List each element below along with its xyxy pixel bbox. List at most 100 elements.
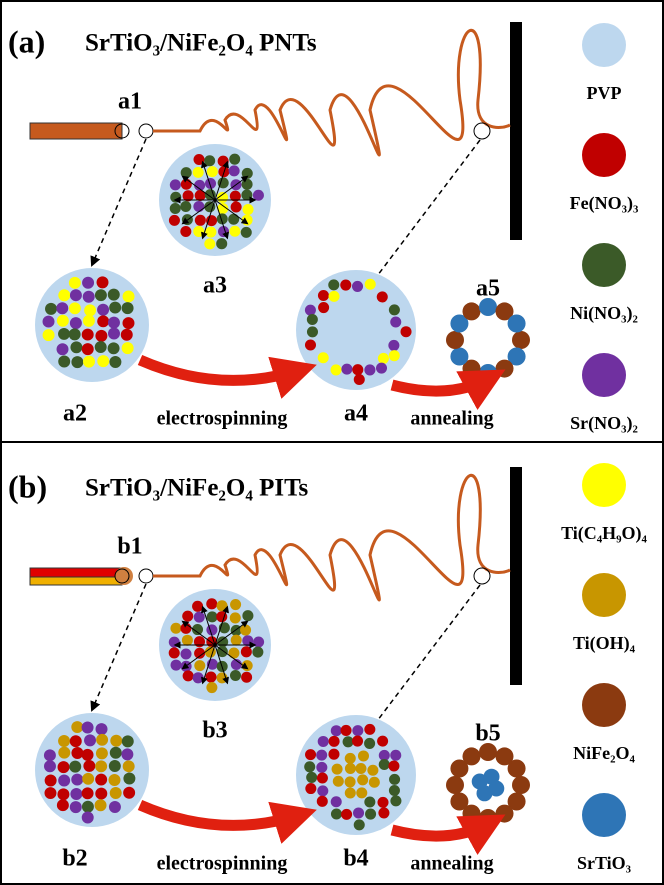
figure: PVPFe(NO₃)₃Ni(NO₃)₂Sr(NO₃)₂Ti(C₄H₉O)₄Ti(… bbox=[0, 0, 664, 885]
particle bbox=[123, 760, 135, 772]
particle bbox=[229, 154, 240, 165]
particle bbox=[58, 735, 70, 747]
legend-swatch bbox=[582, 463, 626, 507]
particle bbox=[183, 670, 194, 681]
particle bbox=[193, 167, 204, 178]
particle bbox=[329, 291, 340, 302]
particle bbox=[95, 774, 107, 786]
particle bbox=[242, 179, 253, 190]
particle bbox=[379, 759, 390, 770]
particle bbox=[332, 764, 343, 775]
particle bbox=[354, 374, 365, 385]
particle bbox=[316, 750, 327, 761]
dashed-arrow bbox=[92, 584, 146, 710]
particle bbox=[331, 364, 342, 375]
particle bbox=[329, 736, 340, 747]
particle bbox=[354, 819, 365, 830]
particle bbox=[389, 774, 400, 785]
particle bbox=[57, 788, 69, 800]
legend-label: Ni(NO₃)₂ bbox=[570, 303, 638, 324]
particle bbox=[45, 303, 57, 315]
particle bbox=[69, 302, 81, 314]
zoom-circle bbox=[139, 569, 153, 583]
particle bbox=[446, 331, 464, 349]
particle bbox=[70, 801, 82, 813]
particle bbox=[345, 753, 356, 764]
legend-swatch bbox=[582, 683, 626, 727]
legend-swatch bbox=[582, 23, 626, 67]
particle bbox=[205, 672, 216, 683]
particle bbox=[181, 179, 192, 190]
particle bbox=[122, 302, 134, 314]
particle bbox=[82, 277, 94, 289]
particle bbox=[108, 342, 120, 354]
particle bbox=[58, 289, 70, 301]
particle bbox=[388, 340, 399, 351]
particle bbox=[82, 329, 94, 341]
step-label: a5 bbox=[476, 276, 500, 302]
particle bbox=[58, 356, 70, 368]
legend-swatch bbox=[582, 573, 626, 617]
particle bbox=[367, 765, 378, 776]
particle bbox=[364, 724, 375, 735]
particle bbox=[365, 809, 376, 820]
particle bbox=[341, 725, 352, 736]
particle bbox=[43, 329, 55, 341]
particle bbox=[253, 636, 264, 647]
particle bbox=[58, 328, 70, 340]
particle bbox=[71, 747, 83, 759]
particle bbox=[463, 747, 481, 765]
particle bbox=[496, 805, 514, 823]
particle bbox=[343, 736, 354, 747]
particle bbox=[317, 796, 328, 807]
particle bbox=[58, 761, 70, 773]
particle bbox=[170, 203, 181, 214]
particle bbox=[231, 201, 242, 212]
particle bbox=[82, 343, 94, 355]
particle bbox=[318, 352, 329, 363]
particle bbox=[352, 281, 363, 292]
particle bbox=[110, 787, 122, 799]
particle bbox=[97, 276, 109, 288]
particle bbox=[229, 226, 240, 237]
particle bbox=[241, 189, 252, 200]
collector bbox=[510, 467, 522, 685]
panel-title: SrTiO₃/NiFe₂O₄ PNTs bbox=[85, 30, 317, 57]
particle bbox=[341, 809, 352, 820]
step-label: a3 bbox=[203, 273, 227, 299]
particle bbox=[345, 763, 356, 774]
particle bbox=[206, 682, 217, 693]
process-label: electrospinning bbox=[157, 408, 288, 430]
particle bbox=[243, 204, 254, 215]
particle bbox=[307, 326, 318, 337]
particle bbox=[316, 762, 327, 773]
particle bbox=[194, 612, 205, 623]
particle bbox=[122, 735, 134, 747]
particle bbox=[305, 340, 316, 351]
particle bbox=[207, 611, 218, 622]
legend-label: Fe(NO₃)₃ bbox=[570, 193, 639, 214]
legend-swatch bbox=[582, 353, 626, 397]
particle bbox=[355, 763, 366, 774]
particle bbox=[83, 291, 95, 303]
particle bbox=[377, 736, 388, 747]
particle bbox=[328, 749, 339, 760]
zoom-circle bbox=[139, 124, 153, 138]
particle bbox=[83, 760, 95, 772]
legend-label: Sr(NO₃)₂ bbox=[570, 413, 638, 434]
particle bbox=[377, 291, 388, 302]
particle bbox=[345, 776, 356, 787]
particle bbox=[84, 304, 96, 316]
step-label: a2 bbox=[63, 401, 87, 427]
particle bbox=[364, 796, 375, 807]
particle bbox=[317, 772, 328, 783]
dashed-arrow bbox=[368, 585, 480, 733]
particle bbox=[401, 326, 412, 337]
particle bbox=[71, 774, 83, 786]
particle bbox=[193, 226, 204, 237]
particle bbox=[378, 807, 389, 818]
particle bbox=[83, 315, 95, 327]
particle bbox=[83, 356, 95, 368]
particle bbox=[180, 226, 191, 237]
particle bbox=[230, 670, 241, 681]
